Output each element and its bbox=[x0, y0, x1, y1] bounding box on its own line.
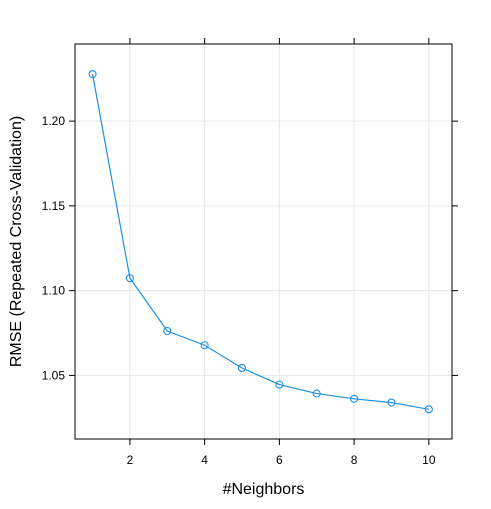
data-point bbox=[237, 363, 247, 373]
data-point bbox=[312, 389, 321, 398]
series-group bbox=[88, 70, 433, 414]
data-point bbox=[387, 398, 396, 407]
data-point bbox=[424, 405, 433, 414]
x-tick-label: 10 bbox=[422, 453, 436, 467]
x-tick-label: 8 bbox=[351, 453, 358, 467]
plot-frame bbox=[74, 43, 453, 440]
data-point bbox=[200, 341, 209, 350]
x-tick-label: 4 bbox=[201, 453, 208, 467]
y-axis-title: RMSE (Repeated Cross-Validation) bbox=[8, 116, 25, 367]
grid-lines bbox=[75, 44, 452, 439]
data-point bbox=[88, 70, 97, 79]
x-tick-label: 2 bbox=[127, 453, 134, 467]
y-tick-label: 1.10 bbox=[42, 284, 66, 298]
y-tick-label: 1.15 bbox=[42, 199, 66, 213]
data-point bbox=[125, 274, 134, 283]
y-tick-label: 1.20 bbox=[42, 114, 66, 128]
x-axis-title: #Neighbors bbox=[223, 481, 305, 498]
x-tick-label: 6 bbox=[276, 453, 283, 467]
data-point bbox=[275, 380, 284, 389]
series-line bbox=[91, 74, 429, 410]
y-tick-label: 1.05 bbox=[42, 368, 66, 382]
data-point bbox=[350, 394, 359, 403]
data-point bbox=[163, 326, 172, 336]
axis-ticks: 2 4 6 8 10 1.05 1.10 1.15 1.20 bbox=[42, 38, 458, 467]
